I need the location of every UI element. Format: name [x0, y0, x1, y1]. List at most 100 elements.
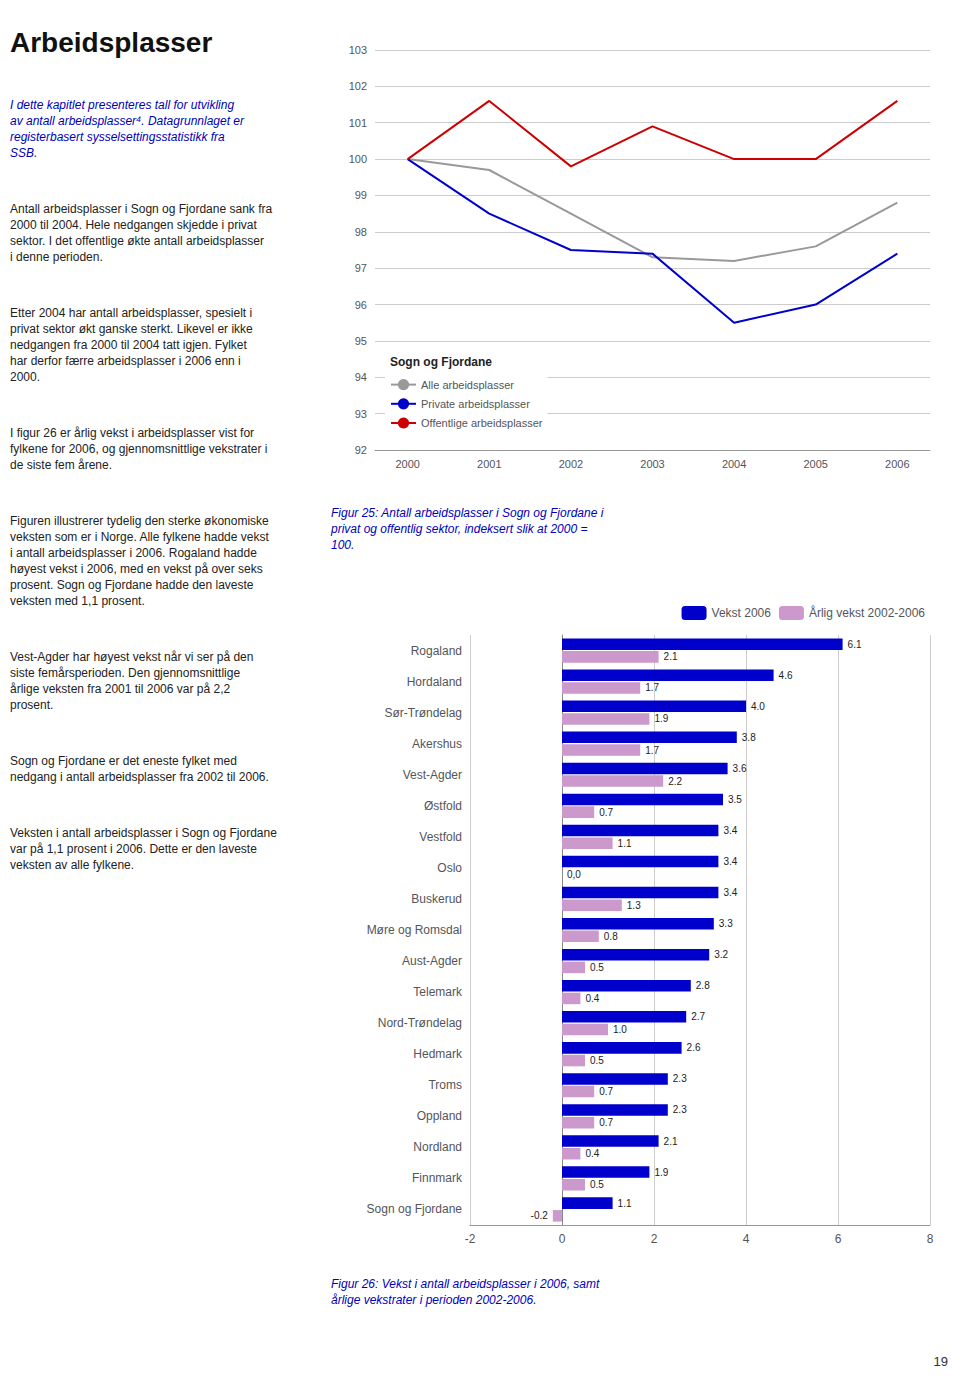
svg-text:Private arbeidsplasser: Private arbeidsplasser	[421, 398, 530, 410]
svg-text:2.8: 2.8	[696, 980, 710, 991]
svg-text:privat sektor økt ganske sterk: privat sektor økt ganske sterkt. Likevel…	[10, 322, 253, 336]
svg-text:3.4: 3.4	[723, 887, 737, 898]
svg-text:Antall arbeidsplasser i Sogn o: Antall arbeidsplasser i Sogn og Fjordane…	[10, 202, 272, 216]
svg-text:96: 96	[355, 299, 367, 311]
svg-text:Nordland: Nordland	[413, 1140, 462, 1154]
svg-text:0.5: 0.5	[590, 1055, 604, 1066]
svg-text:årlige vekstrater i perioden 2: årlige vekstrater i perioden 2002-2006.	[331, 1293, 536, 1307]
svg-text:99: 99	[355, 189, 367, 201]
svg-text:0: 0	[559, 1232, 566, 1246]
svg-text:veksten som er i Norge. Alle f: veksten som er i Norge. Alle fylkene had…	[10, 530, 269, 544]
svg-text:2: 2	[651, 1232, 658, 1246]
svg-text:Årlig vekst 2002-2006: Årlig vekst 2002-2006	[809, 605, 925, 620]
svg-text:1.9: 1.9	[654, 713, 668, 724]
svg-text:100: 100	[349, 153, 367, 165]
svg-text:Vest-Agder har høyest vekst nå: Vest-Agder har høyest vekst når vi ser p…	[10, 650, 253, 664]
svg-text:4.0: 4.0	[751, 701, 765, 712]
svg-text:Vest-Agder: Vest-Agder	[403, 768, 462, 782]
svg-text:92: 92	[355, 444, 367, 456]
svg-text:0.5: 0.5	[590, 1179, 604, 1190]
svg-text:1.1: 1.1	[618, 838, 632, 849]
svg-text:prosent. Sogn og Fjordane hadd: prosent. Sogn og Fjordane hadde den lave…	[10, 578, 254, 592]
svg-text:Alle arbeidsplasser: Alle arbeidsplasser	[421, 379, 514, 391]
svg-text:Sogn og Fjordane er det eneste: Sogn og Fjordane er det eneste fylket me…	[10, 754, 237, 768]
svg-text:sektor. I det offentlige økte: sektor. I det offentlige økte antall arb…	[10, 234, 264, 248]
svg-text:1.0: 1.0	[613, 1024, 627, 1035]
svg-text:1.7: 1.7	[645, 682, 659, 693]
svg-text:2005: 2005	[803, 458, 827, 470]
svg-text:I dette kapitlet presenteres t: I dette kapitlet presenteres tall for ut…	[10, 98, 234, 112]
svg-text:4: 4	[743, 1232, 750, 1246]
svg-text:Sør-Trøndelag: Sør-Trøndelag	[384, 706, 462, 720]
svg-text:Akershus: Akershus	[412, 737, 462, 751]
svg-text:97: 97	[355, 262, 367, 274]
svg-text:2.1: 2.1	[664, 1136, 678, 1147]
svg-text:I figur 26 er årlig vekst i ar: I figur 26 er årlig vekst i arbeidsplass…	[10, 426, 254, 440]
svg-text:1.7: 1.7	[645, 745, 659, 756]
svg-text:veksten av alle fylkene.: veksten av alle fylkene.	[10, 858, 134, 872]
svg-text:Finnmark: Finnmark	[412, 1171, 463, 1185]
svg-text:0,0: 0,0	[567, 869, 581, 880]
svg-text:2003: 2003	[640, 458, 664, 470]
svg-text:1.1: 1.1	[618, 1198, 632, 1209]
svg-text:de siste fem årene.: de siste fem årene.	[10, 458, 112, 472]
svg-text:6.1: 6.1	[848, 639, 862, 650]
svg-text:103: 103	[349, 44, 367, 56]
svg-text:fylkene for 2006, og gjennomsn: fylkene for 2006, og gjennomsnittlige ve…	[10, 442, 267, 456]
svg-text:nedgangen fra 2000 til 2004 ta: nedgangen fra 2000 til 2004 tatt igjen. …	[10, 338, 247, 352]
svg-text:i denne perioden.: i denne perioden.	[10, 250, 103, 264]
svg-text:2004: 2004	[722, 458, 746, 470]
svg-text:Hedmark: Hedmark	[413, 1047, 463, 1061]
svg-text:Arbeidsplasser: Arbeidsplasser	[10, 27, 212, 58]
svg-text:3.6: 3.6	[733, 763, 747, 774]
svg-text:6: 6	[835, 1232, 842, 1246]
svg-text:-0.2: -0.2	[531, 1210, 549, 1221]
svg-text:1.9: 1.9	[654, 1167, 668, 1178]
svg-text:0.7: 0.7	[599, 807, 613, 818]
svg-text:2.3: 2.3	[673, 1104, 687, 1115]
svg-text:Vestfold: Vestfold	[419, 830, 462, 844]
svg-text:Veksten i antall arbeidsplasse: Veksten i antall arbeidsplasser i Sogn o…	[10, 826, 277, 840]
svg-text:3.2: 3.2	[714, 949, 728, 960]
svg-text:Buskerud: Buskerud	[411, 892, 462, 906]
svg-text:-2: -2	[465, 1232, 476, 1246]
svg-text:Figur 26: Vekst i antall arbei: Figur 26: Vekst i antall arbeidsplasser …	[331, 1277, 600, 1291]
svg-text:Østfold: Østfold	[424, 799, 462, 813]
svg-text:veksten med 1,1 prosent.: veksten med 1,1 prosent.	[10, 594, 145, 608]
svg-text:2.3: 2.3	[673, 1073, 687, 1084]
svg-text:2000.: 2000.	[10, 370, 40, 384]
svg-text:Rogaland: Rogaland	[411, 644, 462, 658]
svg-text:Etter 2004 har antall arbeidsp: Etter 2004 har antall arbeidsplasser, sp…	[10, 306, 252, 320]
svg-text:Oppland: Oppland	[417, 1109, 462, 1123]
svg-text:0.5: 0.5	[590, 962, 604, 973]
svg-text:0.7: 0.7	[599, 1117, 613, 1128]
svg-text:100.: 100.	[331, 538, 354, 552]
svg-text:4.6: 4.6	[779, 670, 793, 681]
svg-text:2.6: 2.6	[687, 1042, 701, 1053]
svg-text:0.8: 0.8	[604, 931, 618, 942]
svg-text:Oslo: Oslo	[437, 861, 462, 875]
svg-text:102: 102	[349, 80, 367, 92]
svg-text:av antall arbeidsplasser⁴. Dat: av antall arbeidsplasser⁴. Datagrunnlage…	[10, 114, 245, 128]
svg-text:Sogn og Fjordane: Sogn og Fjordane	[390, 355, 492, 369]
svg-text:Sogn og Fjordane: Sogn og Fjordane	[367, 1202, 463, 1216]
svg-text:årlige veksten fra 2001 til 20: årlige veksten fra 2001 til 2006 var på …	[10, 682, 230, 696]
svg-text:0.4: 0.4	[585, 993, 599, 1004]
svg-text:3.8: 3.8	[742, 732, 756, 743]
svg-text:1.3: 1.3	[627, 900, 641, 911]
svg-text:2.7: 2.7	[691, 1011, 705, 1022]
svg-text:93: 93	[355, 408, 367, 420]
svg-text:Møre og Romsdal: Møre og Romsdal	[367, 923, 462, 937]
svg-text:nedgang i antall arbeidsplasse: nedgang i antall arbeidsplasser fra 2002…	[10, 770, 269, 784]
svg-text:registerbasert sysselsettingss: registerbasert sysselsettingsstatistikk …	[10, 130, 225, 144]
svg-text:101: 101	[349, 117, 367, 129]
svg-text:Figuren illustrerer tydelig de: Figuren illustrerer tydelig den sterke ø…	[10, 514, 269, 528]
svg-text:8: 8	[927, 1232, 934, 1246]
svg-text:prosent.: prosent.	[10, 698, 53, 712]
svg-text:98: 98	[355, 226, 367, 238]
svg-text:privat og offentlig sektor, in: privat og offentlig sektor, indeksert sl…	[330, 522, 587, 536]
svg-text:høyest vekst i 2006, med en ve: høyest vekst i 2006, med en vekst på ove…	[10, 562, 263, 576]
svg-text:2.2: 2.2	[668, 776, 682, 787]
svg-text:2000: 2000	[395, 458, 419, 470]
svg-text:Offentlige arbeidsplasser: Offentlige arbeidsplasser	[421, 417, 543, 429]
